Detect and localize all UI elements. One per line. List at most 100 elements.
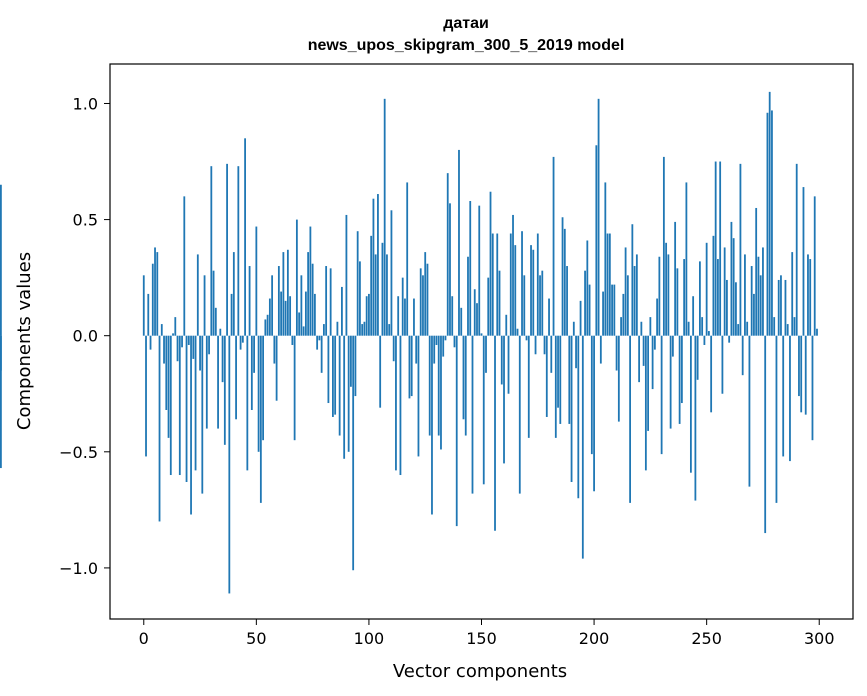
bar xyxy=(613,284,616,336)
bar xyxy=(449,203,451,336)
bar xyxy=(518,335,521,494)
y-axis-label: Components values xyxy=(14,252,35,430)
bar xyxy=(744,254,746,336)
bar xyxy=(789,335,791,462)
bar xyxy=(368,293,370,336)
bar xyxy=(253,335,255,373)
bar xyxy=(223,335,226,445)
bar xyxy=(214,307,217,336)
bar xyxy=(642,335,645,366)
bar xyxy=(268,298,271,336)
bar xyxy=(352,335,355,571)
bar xyxy=(212,270,215,336)
bar xyxy=(525,335,528,341)
bar xyxy=(699,261,701,336)
bar xyxy=(719,161,722,336)
bar xyxy=(793,317,796,336)
bar xyxy=(813,196,816,336)
bar xyxy=(446,173,449,336)
bar xyxy=(151,263,154,336)
bar xyxy=(798,335,800,397)
bar xyxy=(210,166,213,336)
bar xyxy=(557,335,559,408)
bar xyxy=(174,317,177,336)
bar xyxy=(160,324,163,336)
bar xyxy=(804,335,807,415)
bar xyxy=(516,328,519,336)
bar xyxy=(455,335,458,527)
bar xyxy=(345,214,348,336)
bar xyxy=(327,335,330,404)
bar xyxy=(458,149,460,336)
bar xyxy=(460,307,463,336)
bar xyxy=(228,335,231,594)
bar xyxy=(259,335,262,503)
bar xyxy=(415,335,418,364)
bar xyxy=(295,219,298,336)
bar xyxy=(651,335,654,390)
bar xyxy=(768,91,771,336)
bar xyxy=(343,335,346,459)
chart-title: датаи xyxy=(443,15,489,32)
bar xyxy=(633,266,636,336)
bar xyxy=(428,335,431,436)
bar xyxy=(205,335,208,429)
bar xyxy=(802,187,805,336)
bar xyxy=(444,335,447,341)
bar xyxy=(388,324,391,336)
bar xyxy=(165,335,168,410)
bar xyxy=(786,324,789,336)
bar xyxy=(226,163,228,336)
bar xyxy=(714,161,717,336)
bar xyxy=(732,238,735,336)
bar xyxy=(313,293,316,336)
bar xyxy=(282,252,285,336)
y-tick-label: −0.5 xyxy=(59,443,98,462)
bar xyxy=(183,196,186,336)
bar xyxy=(435,335,438,345)
bar xyxy=(298,312,301,336)
bar xyxy=(671,335,674,357)
bar xyxy=(791,252,794,336)
bar xyxy=(631,224,634,336)
bar xyxy=(485,335,487,373)
bar xyxy=(377,194,379,336)
bar xyxy=(566,266,568,336)
bar xyxy=(356,231,359,336)
bar xyxy=(523,275,526,336)
bar xyxy=(381,242,384,336)
bar xyxy=(302,326,305,336)
bar xyxy=(250,335,253,410)
bar xyxy=(473,289,476,336)
bar xyxy=(284,300,287,336)
bar xyxy=(773,317,776,336)
bar xyxy=(147,293,150,336)
bar xyxy=(158,335,161,522)
x-tick-label: 250 xyxy=(691,629,722,648)
plot-frame xyxy=(109,63,854,620)
bar xyxy=(309,226,312,336)
bar xyxy=(602,291,604,336)
bar xyxy=(280,291,283,336)
bar xyxy=(606,233,609,336)
bar xyxy=(372,198,375,336)
bar xyxy=(712,235,715,336)
bar xyxy=(440,335,442,450)
x-tick-label: 200 xyxy=(579,629,610,648)
bar xyxy=(307,252,310,336)
bar xyxy=(271,275,274,336)
bar xyxy=(521,231,523,336)
bar xyxy=(169,335,172,476)
bar xyxy=(757,256,760,336)
bar xyxy=(572,321,575,336)
bar xyxy=(694,335,697,501)
bar xyxy=(417,335,420,457)
bar xyxy=(203,275,206,336)
bar xyxy=(809,259,812,336)
bar xyxy=(717,259,719,336)
bar xyxy=(453,335,456,348)
bar xyxy=(543,335,546,355)
bar xyxy=(541,270,544,336)
bar xyxy=(498,270,501,336)
